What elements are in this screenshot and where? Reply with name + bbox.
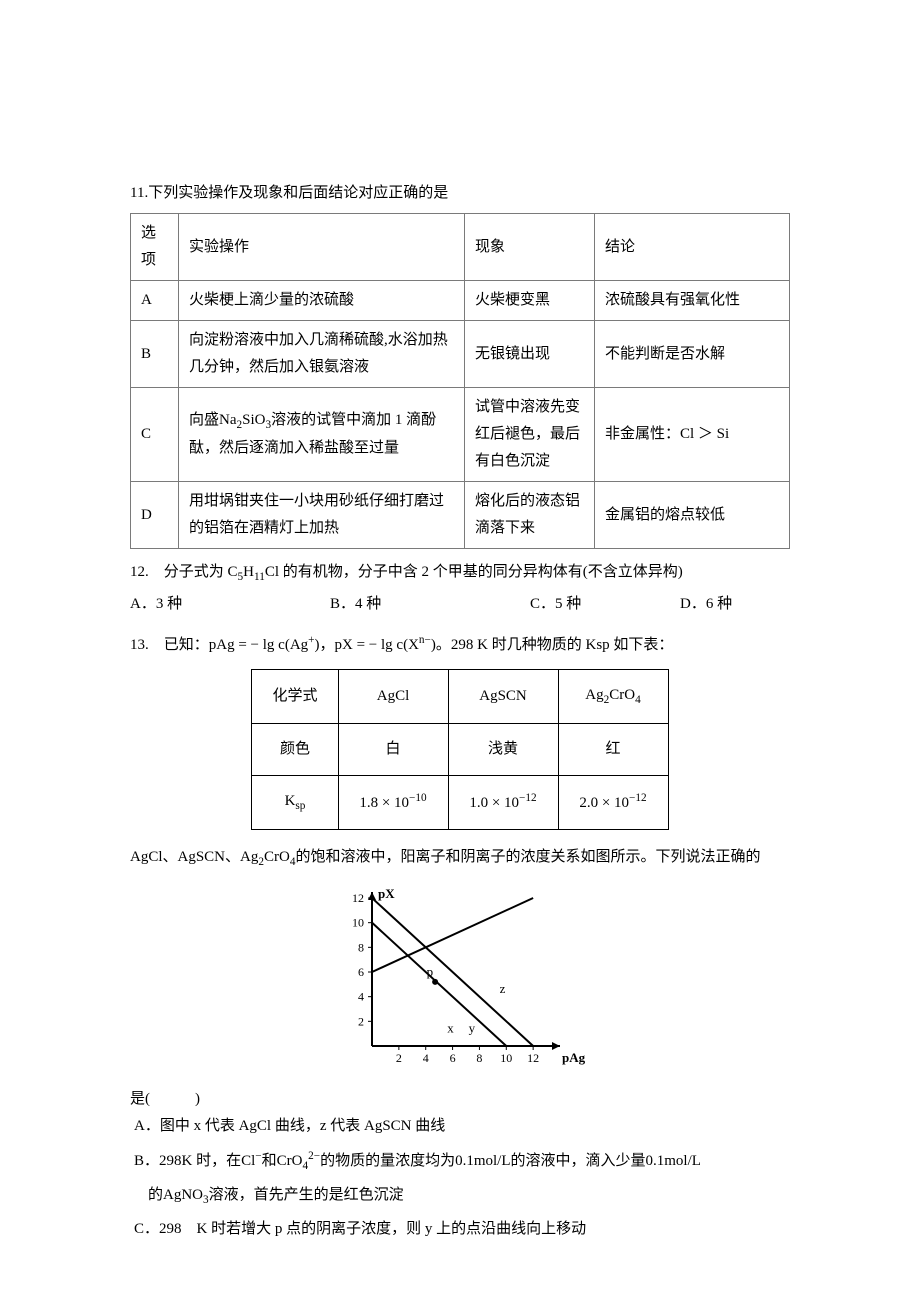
svg-text:8: 8 <box>358 940 364 954</box>
q13-sub-options: A．图中 x 代表 AgCl 曲线，z 代表 AgSCN 曲线 B．298K 时… <box>134 1113 790 1244</box>
q13-chart: 2 4 6 8 10 12 2 4 6 8 10 12 pAg pX xy z p <box>130 888 790 1078</box>
cell-conc: 不能判断是否水解 <box>595 321 790 388</box>
cell-op: 向盛Na2SiO3溶液的试管中滴加 1 滴酚酞，然后逐滴加入稀盐酸至过量 <box>179 388 465 482</box>
table-row: D 用坩埚钳夹住一小块用砂纸仔细打磨过的铝箔在酒精灯上加热 熔化后的液态铝滴落下… <box>131 482 790 549</box>
cell-op: 用坩埚钳夹住一小块用砂纸仔细打磨过的铝箔在酒精灯上加热 <box>179 482 465 549</box>
cell: 1.8 × 10−10 <box>338 775 448 829</box>
th-phenomenon: 现象 <box>465 214 595 281</box>
svg-text:10: 10 <box>352 915 364 929</box>
cell-ph: 熔化后的液态铝滴落下来 <box>465 482 595 549</box>
q11-prompt: 11.下列实验操作及现象和后面结论对应正确的是 <box>130 180 790 207</box>
table-row: Ksp 1.8 × 10−10 1.0 × 10−12 2.0 × 10−12 <box>252 775 668 829</box>
sub-c: C．298 K 时若增大 p 点的阴离子浓度，则 y 上的点沿曲线向上移动 <box>134 1216 790 1243</box>
q13-intro: 13. 已知：pAg = − lg c(Ag+)，pX = − lg c(Xn−… <box>130 630 790 659</box>
svg-text:12: 12 <box>352 891 364 905</box>
option-c: C．5 种 <box>530 591 680 618</box>
cell: 化学式 <box>252 670 338 723</box>
cell-ph: 试管中溶液先变红后褪色，最后有白色沉淀 <box>465 388 595 482</box>
th-operation: 实验操作 <box>179 214 465 281</box>
svg-text:pX: pX <box>378 888 395 901</box>
svg-text:y: y <box>469 1020 476 1035</box>
cell: 红 <box>558 723 668 775</box>
cell-conc: 非金属性：Cl ＞ Si <box>595 388 790 482</box>
cell: AgCl <box>338 670 448 723</box>
cell-ph: 火柴梗变黑 <box>465 281 595 321</box>
table-row: A 火柴梗上滴少量的浓硫酸 火柴梗变黑 浓硫酸具有强氧化性 <box>131 281 790 321</box>
svg-text:10: 10 <box>500 1051 512 1065</box>
question-11: 11.下列实验操作及现象和后面结论对应正确的是 选项 实验操作 现象 结论 A … <box>130 180 790 549</box>
table-row: C 向盛Na2SiO3溶液的试管中滴加 1 滴酚酞，然后逐滴加入稀盐酸至过量 试… <box>131 388 790 482</box>
cell-conc: 金属铝的熔点较低 <box>595 482 790 549</box>
option-a: A．3 种 <box>130 591 330 618</box>
cell-opt: C <box>131 388 179 482</box>
table-row: B 向淀粉溶液中加入几滴稀硫酸,水浴加热几分钟，然后加入银氨溶液 无银镜出现 不… <box>131 321 790 388</box>
th-conclusion: 结论 <box>595 214 790 281</box>
cell-opt: B <box>131 321 179 388</box>
cell-op: 向淀粉溶液中加入几滴稀硫酸,水浴加热几分钟，然后加入银氨溶液 <box>179 321 465 388</box>
ksp-table: 化学式 AgCl AgSCN Ag2CrO4 颜色 白 浅黄 红 Ksp 1.8… <box>251 669 668 829</box>
cell-conc: 浓硫酸具有强氧化性 <box>595 281 790 321</box>
q12-options: A．3 种 B．4 种 C．5 种 D．6 种 <box>130 591 790 618</box>
th-option: 选项 <box>131 214 179 281</box>
question-12: 12. 分子式为 C5H11Cl 的有机物，分子中含 2 个甲基的同分异构体有(… <box>130 559 790 618</box>
q13-middle: AgCl、AgSCN、Ag2CrO4的饱和溶液中，阳离子和阴离子的浓度关系如图所… <box>130 844 790 872</box>
sub-b: B．298K 时，在Cl−和CrO42−的物质的量浓度均为0.1mol/L的溶液… <box>134 1146 790 1176</box>
cell: 颜色 <box>252 723 338 775</box>
table-row: 颜色 白 浅黄 红 <box>252 723 668 775</box>
chart-svg: 2 4 6 8 10 12 2 4 6 8 10 12 pAg pX xy z p <box>330 888 590 1068</box>
cell: 白 <box>338 723 448 775</box>
cell: 2.0 × 10−12 <box>558 775 668 829</box>
svg-text:6: 6 <box>450 1051 456 1065</box>
svg-text:6: 6 <box>358 965 364 979</box>
svg-text:4: 4 <box>358 989 364 1003</box>
cell-op: 火柴梗上滴少量的浓硫酸 <box>179 281 465 321</box>
table-header-row: 选项 实验操作 现象 结论 <box>131 214 790 281</box>
cell: 浅黄 <box>448 723 558 775</box>
cell-opt: D <box>131 482 179 549</box>
svg-text:2: 2 <box>396 1051 402 1065</box>
q13-tail: 是( ) <box>130 1086 790 1113</box>
cell: Ag2CrO4 <box>558 670 668 723</box>
svg-text:pAg: pAg <box>562 1050 586 1065</box>
svg-text:8: 8 <box>476 1051 482 1065</box>
svg-text:4: 4 <box>423 1051 429 1065</box>
table-row: 化学式 AgCl AgSCN Ag2CrO4 <box>252 670 668 723</box>
svg-text:12: 12 <box>527 1051 539 1065</box>
sub-b-line2: 的AgNO3溶液，首先产生的是红色沉淀 <box>134 1182 790 1210</box>
sub-a: A．图中 x 代表 AgCl 曲线，z 代表 AgSCN 曲线 <box>134 1113 790 1140</box>
cell: Ksp <box>252 775 338 829</box>
cell-opt: A <box>131 281 179 321</box>
question-13: 13. 已知：pAg = − lg c(Ag+)，pX = − lg c(Xn−… <box>130 630 790 1243</box>
q12-prompt: 12. 分子式为 C5H11Cl 的有机物，分子中含 2 个甲基的同分异构体有(… <box>130 559 790 587</box>
q11-table: 选项 实验操作 现象 结论 A 火柴梗上滴少量的浓硫酸 火柴梗变黑 浓硫酸具有强… <box>130 213 790 549</box>
option-d: D．6 种 <box>680 591 732 618</box>
svg-text:z: z <box>500 981 506 996</box>
svg-text:x: x <box>447 1020 454 1035</box>
cell: AgSCN <box>448 670 558 723</box>
cell-ph: 无银镜出现 <box>465 321 595 388</box>
option-b: B．4 种 <box>330 591 530 618</box>
svg-text:2: 2 <box>358 1014 364 1028</box>
cell: 1.0 × 10−12 <box>448 775 558 829</box>
svg-text:p: p <box>427 964 434 979</box>
